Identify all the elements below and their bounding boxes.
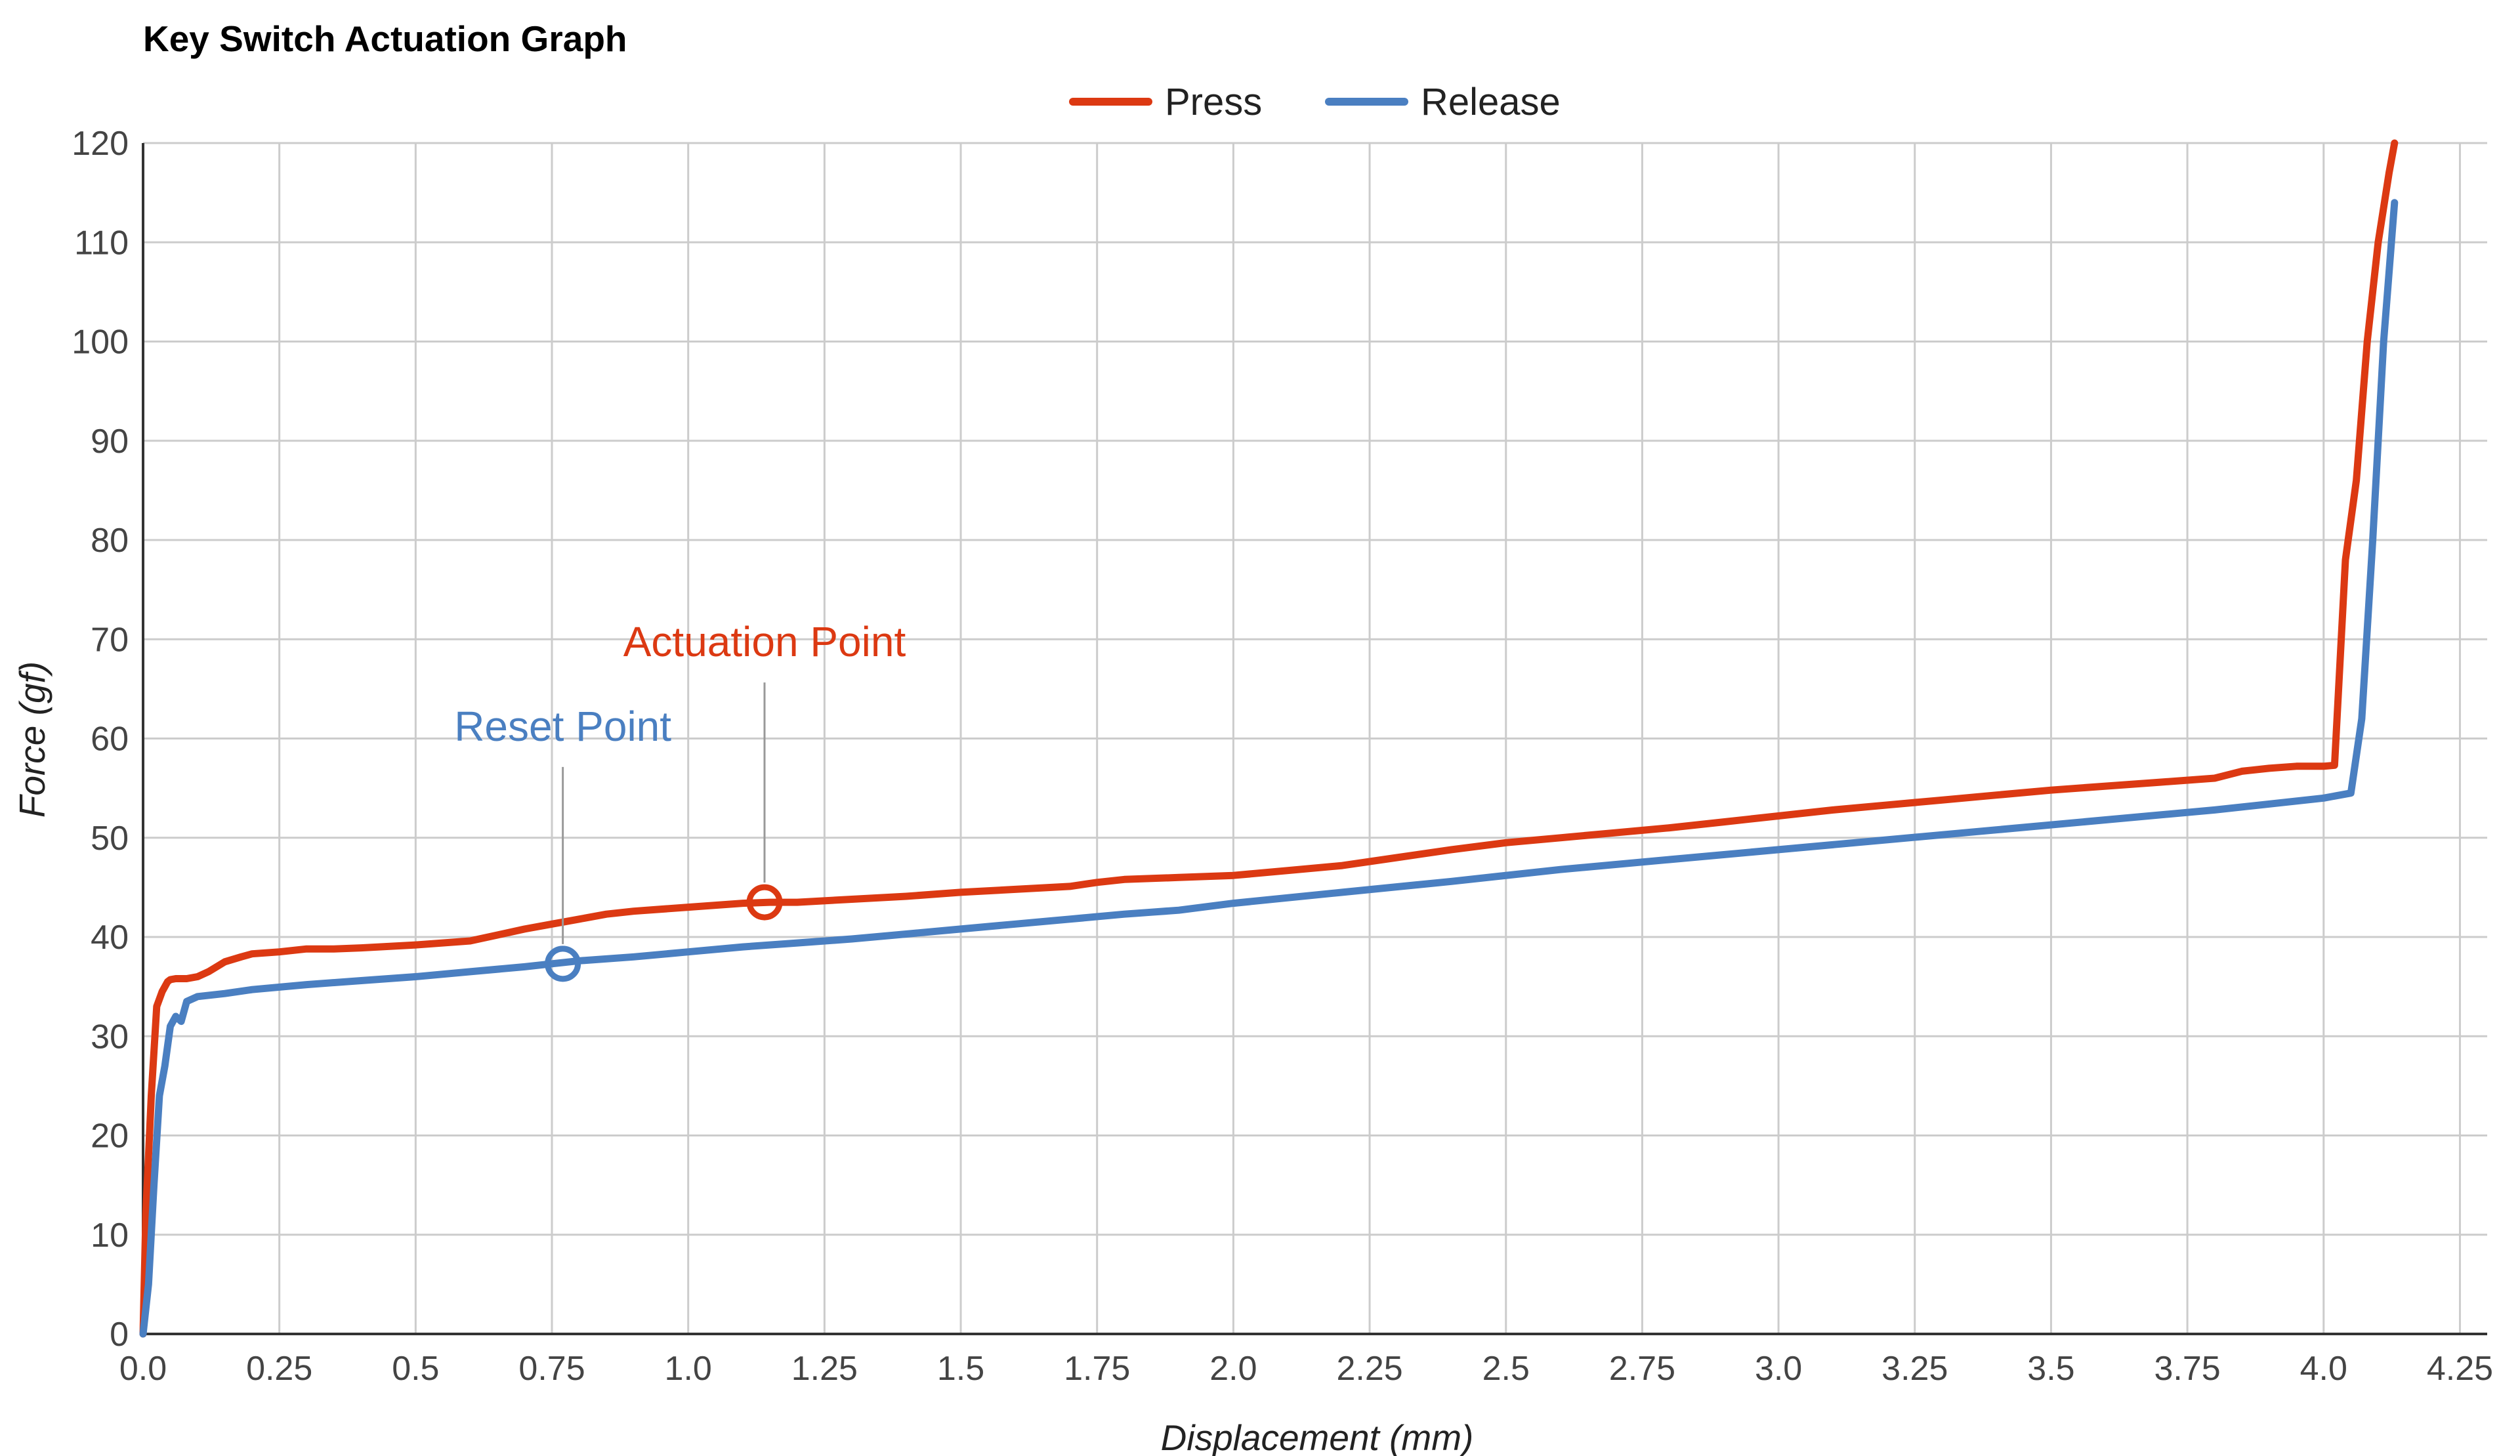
y-tick-label: 20: [91, 1117, 129, 1155]
x-tick-label: 2.5: [1482, 1350, 1530, 1388]
x-tick-label: 3.0: [1755, 1350, 1802, 1388]
annotation-label-press: Actuation Point: [623, 618, 906, 665]
x-tick-label: 2.25: [1336, 1350, 1402, 1388]
y-tick-label: 90: [91, 423, 129, 461]
x-axis-title: Displacement (mm): [1161, 1417, 1474, 1456]
series-line-press: [139, 139, 2399, 1338]
x-tick-label: 4.0: [2300, 1350, 2347, 1388]
x-tick-label: 3.75: [2154, 1350, 2221, 1388]
y-tick-label: 80: [91, 522, 129, 560]
y-tick-label: 100: [72, 323, 129, 362]
legend-item-press[interactable]: Press: [1069, 81, 1262, 123]
axis-layer: 0 10 20 30 40 50 60 70 80 90 100 110 120 0.0 0.25 0.5 0.…: [72, 125, 2493, 1388]
legend-item-release[interactable]: Release: [1325, 81, 1561, 123]
x-tick-label: 3.5: [2027, 1350, 2074, 1388]
series-line-release: [139, 199, 2399, 1338]
x-tick-label: 1.0: [665, 1350, 712, 1388]
y-axis-title: Force (gf): [12, 661, 52, 818]
y-tick-label: 30: [91, 1018, 129, 1056]
legend[interactable]: Press Release: [1069, 81, 1561, 123]
y-tick-label: 40: [91, 919, 129, 957]
x-tick-label: 3.25: [1881, 1350, 1948, 1388]
x-tick-label: 2.75: [1609, 1350, 1675, 1388]
x-tick-label: 0.5: [392, 1350, 439, 1388]
x-tick-label: 0.0: [119, 1350, 167, 1388]
x-tick-label: 1.75: [1064, 1350, 1130, 1388]
annotation-label-release: Reset Point: [454, 703, 671, 750]
y-tick-label: 110: [74, 224, 129, 262]
x-tick-label: 1.5: [937, 1350, 984, 1388]
y-tick-label: 70: [91, 621, 129, 659]
chart-title: Key Switch Actuation Graph: [143, 18, 627, 59]
x-tick-label: 4.25: [2427, 1350, 2493, 1388]
annotation-marker-release: [545, 946, 581, 982]
series-layer: [139, 139, 2399, 1338]
annotation-layer: Actuation Point Reset Point: [454, 618, 906, 982]
y-tick-label: 10: [91, 1217, 129, 1255]
legend-label-release: Release: [1421, 81, 1561, 123]
y-tick-label: 0: [110, 1316, 129, 1354]
x-tick-label: 0.25: [246, 1350, 312, 1388]
y-tick-label: 50: [91, 820, 129, 858]
annotation-marker-press: [746, 884, 783, 921]
x-tick-label: 0.75: [518, 1350, 585, 1388]
y-tick-label: 120: [72, 125, 129, 163]
legend-label-press: Press: [1165, 81, 1262, 123]
y-tick-label: 60: [91, 720, 129, 759]
x-tick-label: 2.0: [1209, 1350, 1257, 1388]
grid-layer: [143, 142, 2487, 1334]
x-tick-label: 1.25: [791, 1350, 858, 1388]
